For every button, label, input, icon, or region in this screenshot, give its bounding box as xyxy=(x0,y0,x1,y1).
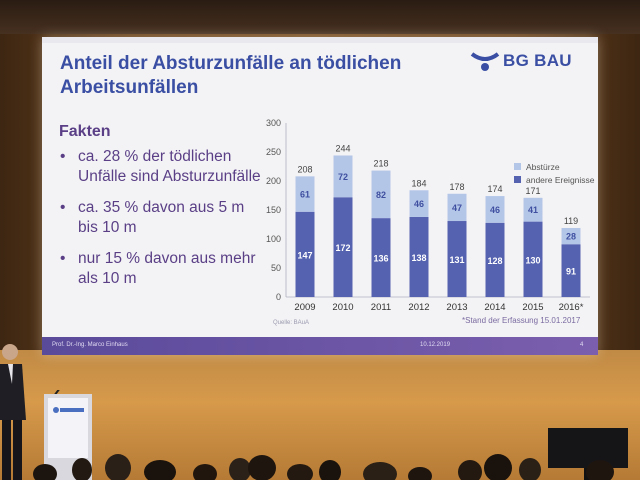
bar-value-label: 147 xyxy=(297,250,312,260)
bar-value-label: 41 xyxy=(528,205,538,215)
audience-silhouettes xyxy=(33,454,614,480)
bar-total-label: 184 xyxy=(411,178,426,188)
stage-light-glow xyxy=(0,350,640,480)
bar-value-label: 61 xyxy=(300,190,310,200)
slide-footer: Prof. Dr.-Ing. Marco Einhaus 10.12.2019 … xyxy=(42,337,598,355)
bar-value-label: 138 xyxy=(411,253,426,263)
y-tick-label: 150 xyxy=(266,205,281,215)
bar-abstuerze xyxy=(523,197,543,222)
stage-monitor xyxy=(548,428,628,480)
bar-andere-ereignisse xyxy=(523,221,543,297)
footer-date: 10.12.2019 xyxy=(420,342,451,348)
bar-total-label: 208 xyxy=(297,164,312,174)
bar-value-label: 131 xyxy=(449,255,464,265)
bar-total-label: 119 xyxy=(564,216,578,226)
bar-andere-ereignisse xyxy=(447,221,467,297)
stacked-bar-chart: 0 50 100 150 200 250 300 147 61 208 2009 172 72 244 20… xyxy=(260,111,596,321)
bar-value-label: 172 xyxy=(335,243,350,253)
bar-value-label: 91 xyxy=(566,267,576,277)
bar-andere-ereignisse xyxy=(371,218,391,297)
bullet-dot-icon: • xyxy=(60,199,66,216)
bar-andere-ereignisse xyxy=(333,197,353,297)
x-tick-label: 2014 xyxy=(484,302,505,313)
bar-value-label: 46 xyxy=(490,205,500,215)
bar-andere-ereignisse xyxy=(409,216,429,297)
bar-abstuerze xyxy=(409,190,429,217)
legend-label: Abstürze xyxy=(526,162,560,172)
list-item: • nur 15 % davon aus mehr als 10 m xyxy=(56,249,266,289)
bar-total-label: 178 xyxy=(449,182,464,192)
legend-swatch xyxy=(514,176,521,183)
y-tick-label: 250 xyxy=(266,147,281,157)
x-tick-label: 2016* xyxy=(559,302,584,313)
x-tick-label: 2015 xyxy=(522,302,543,313)
bar-andere-ereignisse xyxy=(561,244,581,297)
hall-ceiling xyxy=(0,0,640,34)
bar-abstuerze xyxy=(333,155,353,198)
bar-abstuerze xyxy=(295,176,315,212)
presentation-slide: Anteil der Absturzunfälle an tödlichen A… xyxy=(42,37,598,355)
y-tick-label: 300 xyxy=(266,118,281,128)
y-tick-label: 100 xyxy=(266,234,281,244)
bullet-dot-icon: • xyxy=(60,250,66,267)
speaker-figure xyxy=(0,344,26,480)
chart-source: Quelle: BAuA xyxy=(273,320,310,326)
list-item: • ca. 28 % der tödlichen Unfälle sind Abs… xyxy=(56,147,266,187)
bar-andere-ereignisse xyxy=(295,211,315,297)
bar-total-label: 174 xyxy=(487,184,502,194)
y-tick-label: 0 xyxy=(276,292,281,302)
legend-swatch xyxy=(514,163,521,170)
list-item: • ca. 35 % davon aus 5 m bis 10 m xyxy=(56,198,266,238)
chart-canvas: 0 50 100 150 200 250 300 147 61 208 2009 172 72 244 20… xyxy=(266,118,595,313)
bar-value-label: 136 xyxy=(373,254,388,264)
bar-total-label: 218 xyxy=(373,159,388,169)
x-tick-label: 2009 xyxy=(294,302,315,313)
bar-total-label: 244 xyxy=(335,143,350,153)
footer-page-number: 4 xyxy=(580,342,584,348)
bar-abstuerze xyxy=(485,196,505,223)
bar-value-label: 128 xyxy=(487,256,502,266)
y-tick-label: 200 xyxy=(266,176,281,186)
bar-value-label: 28 xyxy=(566,232,576,242)
bar-abstuerze xyxy=(561,227,581,245)
y-tick-label: 50 xyxy=(271,263,281,273)
x-tick-label: 2012 xyxy=(408,302,429,313)
x-tick-label: 2013 xyxy=(446,302,467,313)
facts-list: • ca. 28 % der tödlichen Unfälle sind Abs… xyxy=(56,147,266,300)
bar-total-label: 171 xyxy=(525,186,540,196)
facts-heading: Fakten xyxy=(59,123,111,140)
x-tick-label: 2011 xyxy=(371,302,391,313)
bar-value-label: 82 xyxy=(376,190,386,200)
bullet-text: ca. 35 % davon aus 5 m bis 10 m xyxy=(78,199,245,236)
bar-value-label: 130 xyxy=(525,255,540,265)
bar-abstuerze xyxy=(371,170,391,219)
footer-author: Prof. Dr.-Ing. Marco Einhaus xyxy=(52,342,128,348)
bullet-text: nur 15 % davon aus mehr als 10 m xyxy=(78,250,256,287)
slide-title: Anteil der Absturzunfälle an tödlichen A… xyxy=(60,53,402,98)
chart-footnote: *Stand der Erfassung 15.01.2017 xyxy=(462,316,581,325)
bullet-dot-icon: • xyxy=(60,148,66,165)
bar-abstuerze xyxy=(447,193,467,222)
bar-value-label: 72 xyxy=(338,172,348,182)
bullet-text: ca. 28 % der tödlichen Unfälle sind Abst… xyxy=(78,148,261,185)
x-tick-label: 2010 xyxy=(332,302,353,313)
bar-value-label: 46 xyxy=(414,199,424,209)
logo-text: BG BAU xyxy=(503,51,572,70)
slide-header-strip xyxy=(42,37,598,43)
bar-value-label: 47 xyxy=(452,203,462,213)
bg-bau-logo: BG BAU xyxy=(470,50,590,74)
bg-bau-logo-icon xyxy=(470,52,500,71)
legend-label: andere Ereignisse xyxy=(526,175,595,185)
bar-andere-ereignisse xyxy=(485,222,505,297)
